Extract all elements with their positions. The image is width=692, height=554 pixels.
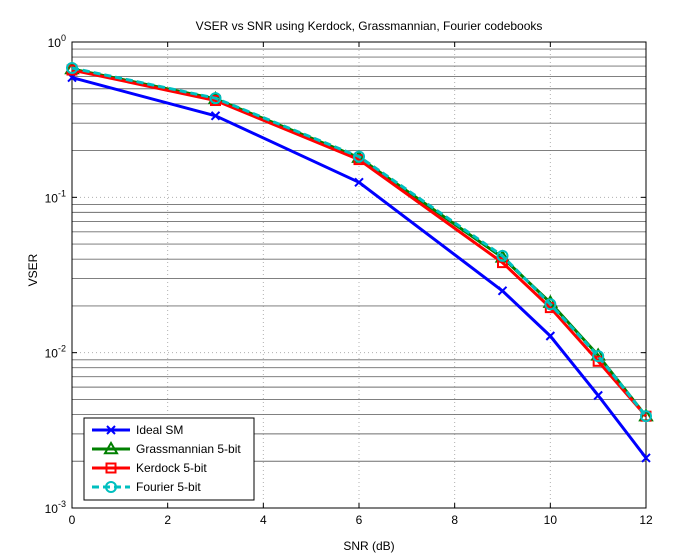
data-point [354, 177, 364, 187]
legend-label: Grassmannian 5-bit [136, 442, 241, 456]
series-line [71, 66, 648, 418]
series-fourier-5-bit [66, 62, 652, 423]
data-point [66, 62, 78, 75]
data-point [593, 390, 603, 401]
legend-swatch-marker [105, 481, 117, 493]
legend-label: Fourier 5-bit [136, 480, 201, 494]
data-point [497, 257, 508, 269]
data-point [545, 331, 556, 341]
data-point [641, 453, 651, 463]
legend-label: Ideal SM [136, 423, 183, 437]
y-tick-label: 10-2 [45, 344, 66, 361]
data-point [210, 111, 221, 121]
x-tick-label: 8 [451, 513, 458, 527]
x-tick-label: 12 [639, 513, 653, 527]
legend-swatch-marker [106, 425, 116, 435]
legend-swatch-marker [103, 441, 119, 455]
x-axis-label: SNR (dB) [343, 539, 394, 553]
legend-swatch-marker [105, 462, 117, 474]
legend-label: Kerdock 5-bit [136, 461, 207, 475]
x-tick-label: 6 [356, 513, 363, 527]
y-tick-label: 10-1 [45, 188, 66, 205]
y-tick-label: 10-3 [45, 499, 66, 516]
x-tick-label: 10 [544, 513, 558, 527]
data-point [544, 298, 557, 311]
data-point [353, 150, 365, 163]
data-point [592, 350, 605, 363]
y-axis-label: VSER [26, 253, 40, 286]
y-tick-label: 100 [48, 33, 66, 50]
x-tick-label: 0 [69, 513, 76, 527]
data-point [640, 410, 652, 423]
x-tick-label: 4 [260, 513, 267, 527]
data-point [497, 286, 508, 296]
chart-title: VSER vs SNR using Kerdock, Grassmannian,… [196, 19, 543, 33]
data-point [496, 249, 509, 262]
legend: Ideal SM Grassmannian 5-bit Kerdock 5-bit F… [83, 417, 255, 501]
data-point [209, 92, 222, 105]
x-tick-label: 2 [164, 513, 171, 527]
